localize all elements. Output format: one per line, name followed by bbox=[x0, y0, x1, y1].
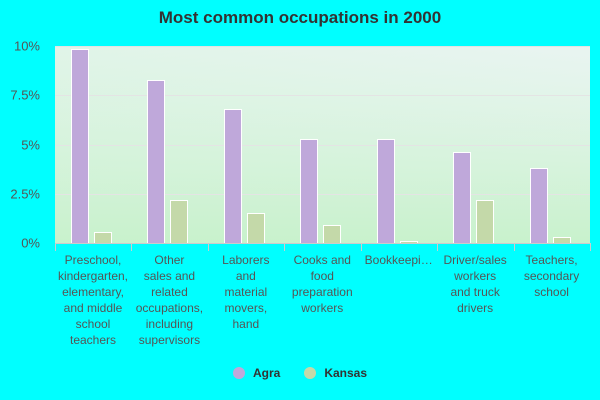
x-tick bbox=[131, 243, 133, 251]
x-tick-label: Cooks and food preparation workers bbox=[291, 253, 353, 315]
x-tick bbox=[207, 243, 209, 251]
y-tick-label: 0% bbox=[21, 235, 40, 251]
chart-title: Most common occupations in 2000 bbox=[158, 8, 442, 27]
gridline bbox=[55, 46, 590, 47]
legend-item-agra[interactable]: Agra bbox=[232, 366, 281, 380]
x-tick bbox=[437, 243, 439, 251]
bar-agra[interactable] bbox=[223, 109, 242, 243]
x-tick bbox=[360, 243, 362, 251]
bar-kansas[interactable] bbox=[552, 237, 571, 243]
legend-label: Agra bbox=[252, 366, 281, 380]
x-tick bbox=[590, 243, 591, 251]
x-axis bbox=[55, 243, 590, 244]
y-tick-label: 7.5% bbox=[10, 87, 40, 103]
bar-kansas[interactable] bbox=[170, 199, 189, 243]
y-tick-label: 5% bbox=[21, 137, 40, 152]
legend-item-kansas[interactable]: Kansas bbox=[304, 366, 367, 380]
bar-kansas[interactable] bbox=[323, 225, 342, 243]
y-tick-label: 10% bbox=[13, 38, 40, 54]
legend: Agra Kansas bbox=[0, 366, 600, 380]
legend-dot-icon bbox=[232, 367, 245, 379]
bar-kansas[interactable] bbox=[399, 241, 418, 243]
bar-agra[interactable] bbox=[147, 79, 166, 243]
x-tick bbox=[284, 243, 286, 251]
bar-kansas[interactable] bbox=[476, 199, 495, 243]
bar-agra[interactable] bbox=[529, 168, 548, 243]
x-tick-label: Preschool, kindergarten, elementary, and… bbox=[57, 253, 129, 347]
gridline bbox=[55, 193, 590, 195]
x-tick-label: Bookkeepi… bbox=[364, 253, 433, 267]
bar-kansas[interactable] bbox=[246, 213, 265, 243]
x-tick-label: Driver/sales workers and truck drivers bbox=[443, 253, 507, 315]
y-tick-label: 2.5% bbox=[10, 186, 40, 202]
gridline bbox=[55, 95, 590, 97]
bar-agra[interactable] bbox=[453, 152, 472, 243]
x-tick bbox=[513, 243, 515, 251]
x-tick-label: Laborers and material movers, hand bbox=[222, 253, 270, 331]
legend-dot-icon bbox=[304, 367, 317, 379]
gridline bbox=[55, 144, 590, 146]
x-tick-label: Other sales and related occupations, inc… bbox=[135, 253, 204, 347]
bar-agra[interactable] bbox=[300, 138, 319, 243]
plot-area bbox=[55, 46, 590, 243]
x-tick bbox=[55, 243, 56, 251]
bar-agra[interactable] bbox=[71, 48, 89, 243]
legend-label: Kansas bbox=[324, 366, 368, 380]
x-tick-label: Teachers, secondary school bbox=[523, 253, 580, 299]
bar-agra[interactable] bbox=[376, 138, 395, 243]
bar-kansas[interactable] bbox=[94, 232, 112, 243]
